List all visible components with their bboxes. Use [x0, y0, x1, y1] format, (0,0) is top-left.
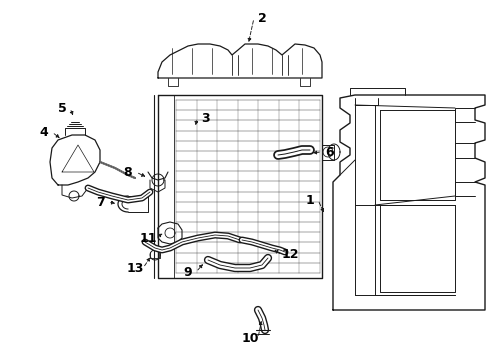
Text: 11: 11	[139, 231, 157, 244]
Text: 7: 7	[96, 195, 104, 208]
Text: 6: 6	[326, 145, 334, 158]
Text: 5: 5	[58, 102, 66, 114]
Text: 12: 12	[281, 248, 299, 261]
Text: 9: 9	[184, 266, 192, 279]
Text: 10: 10	[241, 332, 259, 345]
Text: 13: 13	[126, 261, 144, 274]
Text: 2: 2	[258, 12, 267, 24]
Text: 8: 8	[123, 166, 132, 179]
Text: 1: 1	[306, 194, 315, 207]
Text: 4: 4	[40, 126, 49, 139]
Text: 3: 3	[201, 112, 209, 125]
